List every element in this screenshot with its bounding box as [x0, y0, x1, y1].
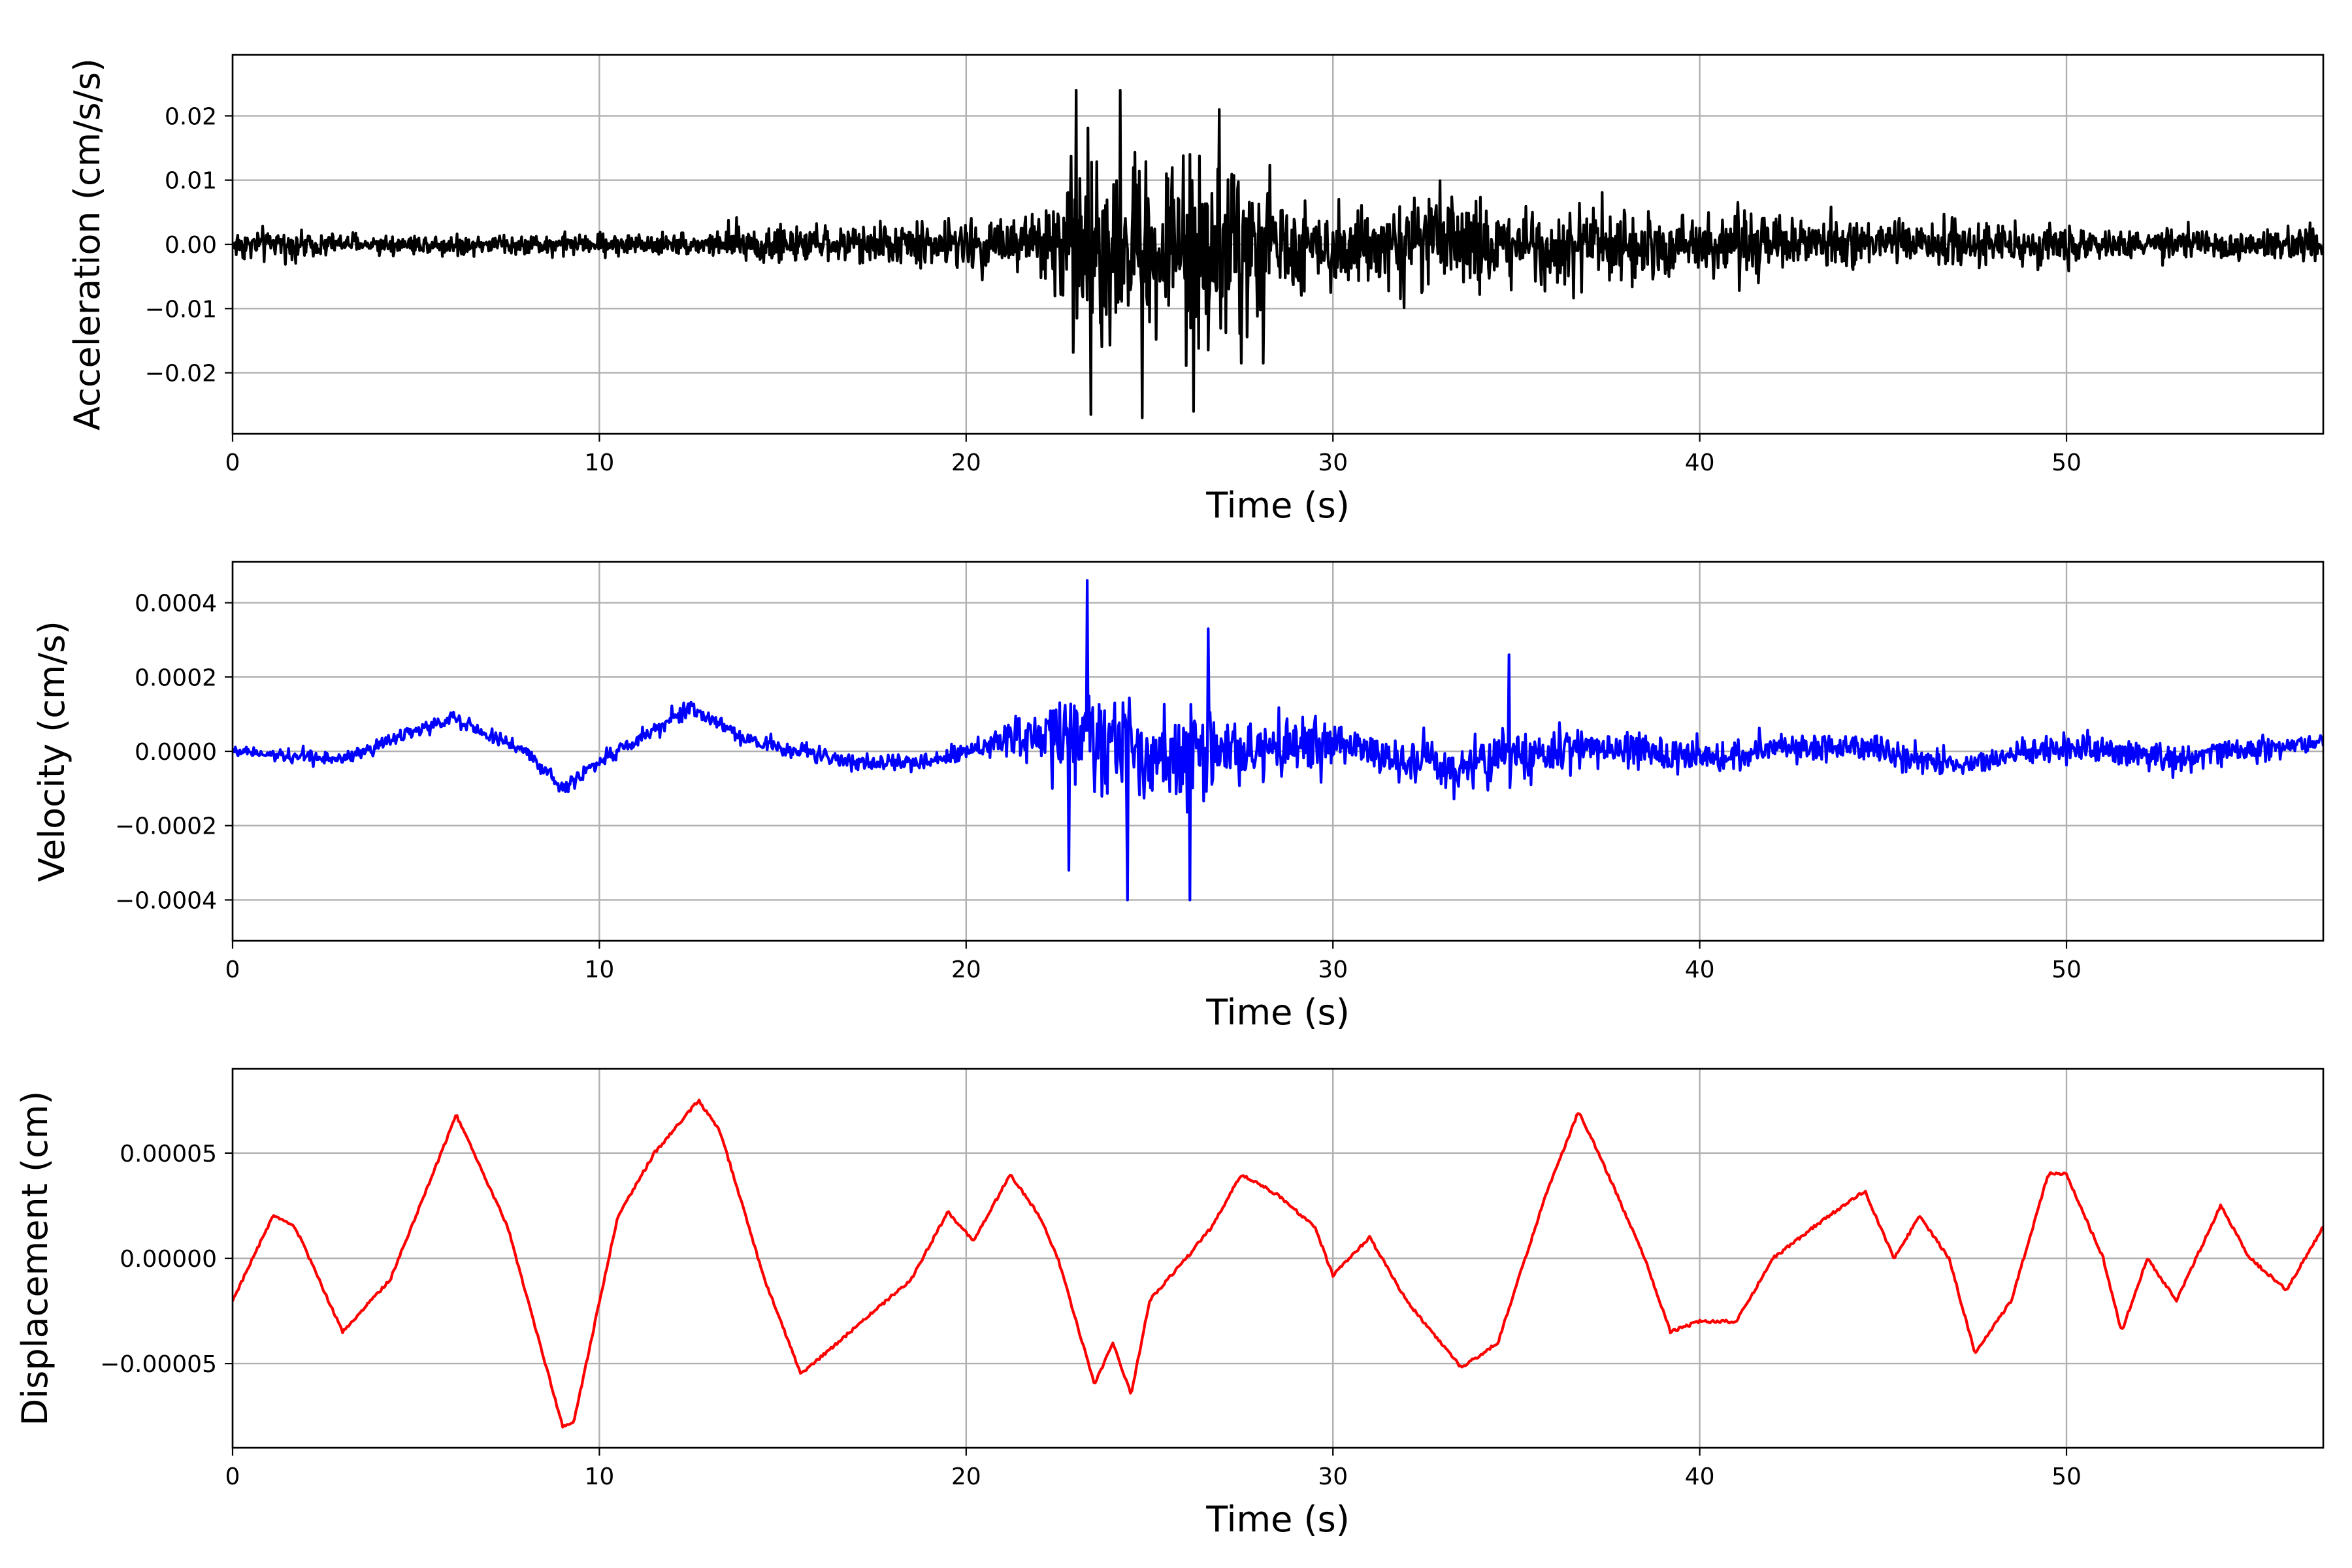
velocity-y-tick-label: 0.0000	[135, 739, 217, 766]
velocity-y-tick-label: 0.0002	[135, 664, 217, 691]
displacement-x-axis-label: Time (s)	[1205, 1499, 1350, 1540]
velocity-panel: Velocity (cm/s) Time (s) 0 10 20 30 40 50 −0.0…	[31, 561, 2325, 1033]
acceleration-y-tick-label: 0.01	[165, 168, 217, 195]
acceleration-y-tick-label: 0.02	[165, 103, 217, 130]
acceleration-panel: Acceleration (cm/s/s) Time (s) 0 10 20 30 40…	[67, 54, 2325, 526]
displacement-y-tick-label: 0.00005	[120, 1141, 217, 1168]
acceleration-x-tick-label: 10	[584, 449, 614, 476]
velocity-x-tick-label: 20	[951, 956, 981, 983]
velocity-y-tick-label: 0.0004	[135, 591, 217, 617]
acceleration-x-tick-label: 0	[225, 449, 240, 476]
displacement-panel: Displacement (cm) Time (s) 0 10 20 30 40 50 −0…	[14, 1068, 2325, 1540]
displacement-y-tick-label: −0.00005	[100, 1351, 217, 1378]
displacement-x-tick-label: 0	[225, 1463, 240, 1490]
acceleration-x-tick-label: 50	[2051, 449, 2082, 476]
acceleration-x-axis-label: Time (s)	[1205, 485, 1350, 526]
acceleration-x-tick-label: 20	[951, 449, 981, 476]
displacement-x-tick-label: 50	[2051, 1463, 2082, 1490]
displacement-x-tick-label: 40	[1685, 1463, 1715, 1490]
displacement-series-line	[233, 1098, 2323, 1429]
acceleration-y-axis-label: Acceleration (cm/s/s)	[67, 58, 108, 431]
velocity-x-tick-label: 0	[225, 956, 240, 983]
acceleration-y-tick-label: −0.02	[145, 361, 217, 387]
displacement-x-tick-label: 10	[584, 1463, 614, 1490]
velocity-y-tick-label: −0.0004	[115, 887, 217, 914]
acceleration-y-tick-label: 0.00	[165, 232, 217, 259]
acceleration-series-line	[233, 89, 2323, 419]
velocity-x-tick-label: 50	[2051, 956, 2082, 983]
displacement-x-tick-label: 20	[951, 1463, 981, 1490]
velocity-series-line	[233, 579, 2323, 902]
acceleration-x-tick-label: 30	[1318, 449, 1348, 476]
displacement-x-tick-label: 30	[1318, 1463, 1348, 1490]
displacement-y-axis-label: Displacement (cm)	[14, 1091, 56, 1426]
velocity-x-tick-label: 30	[1318, 956, 1348, 983]
displacement-y-tick-label: 0.00000	[120, 1246, 217, 1273]
velocity-y-axis-label: Velocity (cm/s)	[31, 621, 73, 882]
velocity-x-tick-label: 10	[584, 956, 614, 983]
acceleration-y-tick-label: −0.01	[145, 296, 217, 323]
acceleration-x-tick-label: 40	[1685, 449, 1715, 476]
velocity-x-axis-label: Time (s)	[1205, 992, 1350, 1033]
velocity-y-tick-label: −0.0002	[115, 813, 217, 840]
velocity-x-tick-label: 40	[1685, 956, 1715, 983]
